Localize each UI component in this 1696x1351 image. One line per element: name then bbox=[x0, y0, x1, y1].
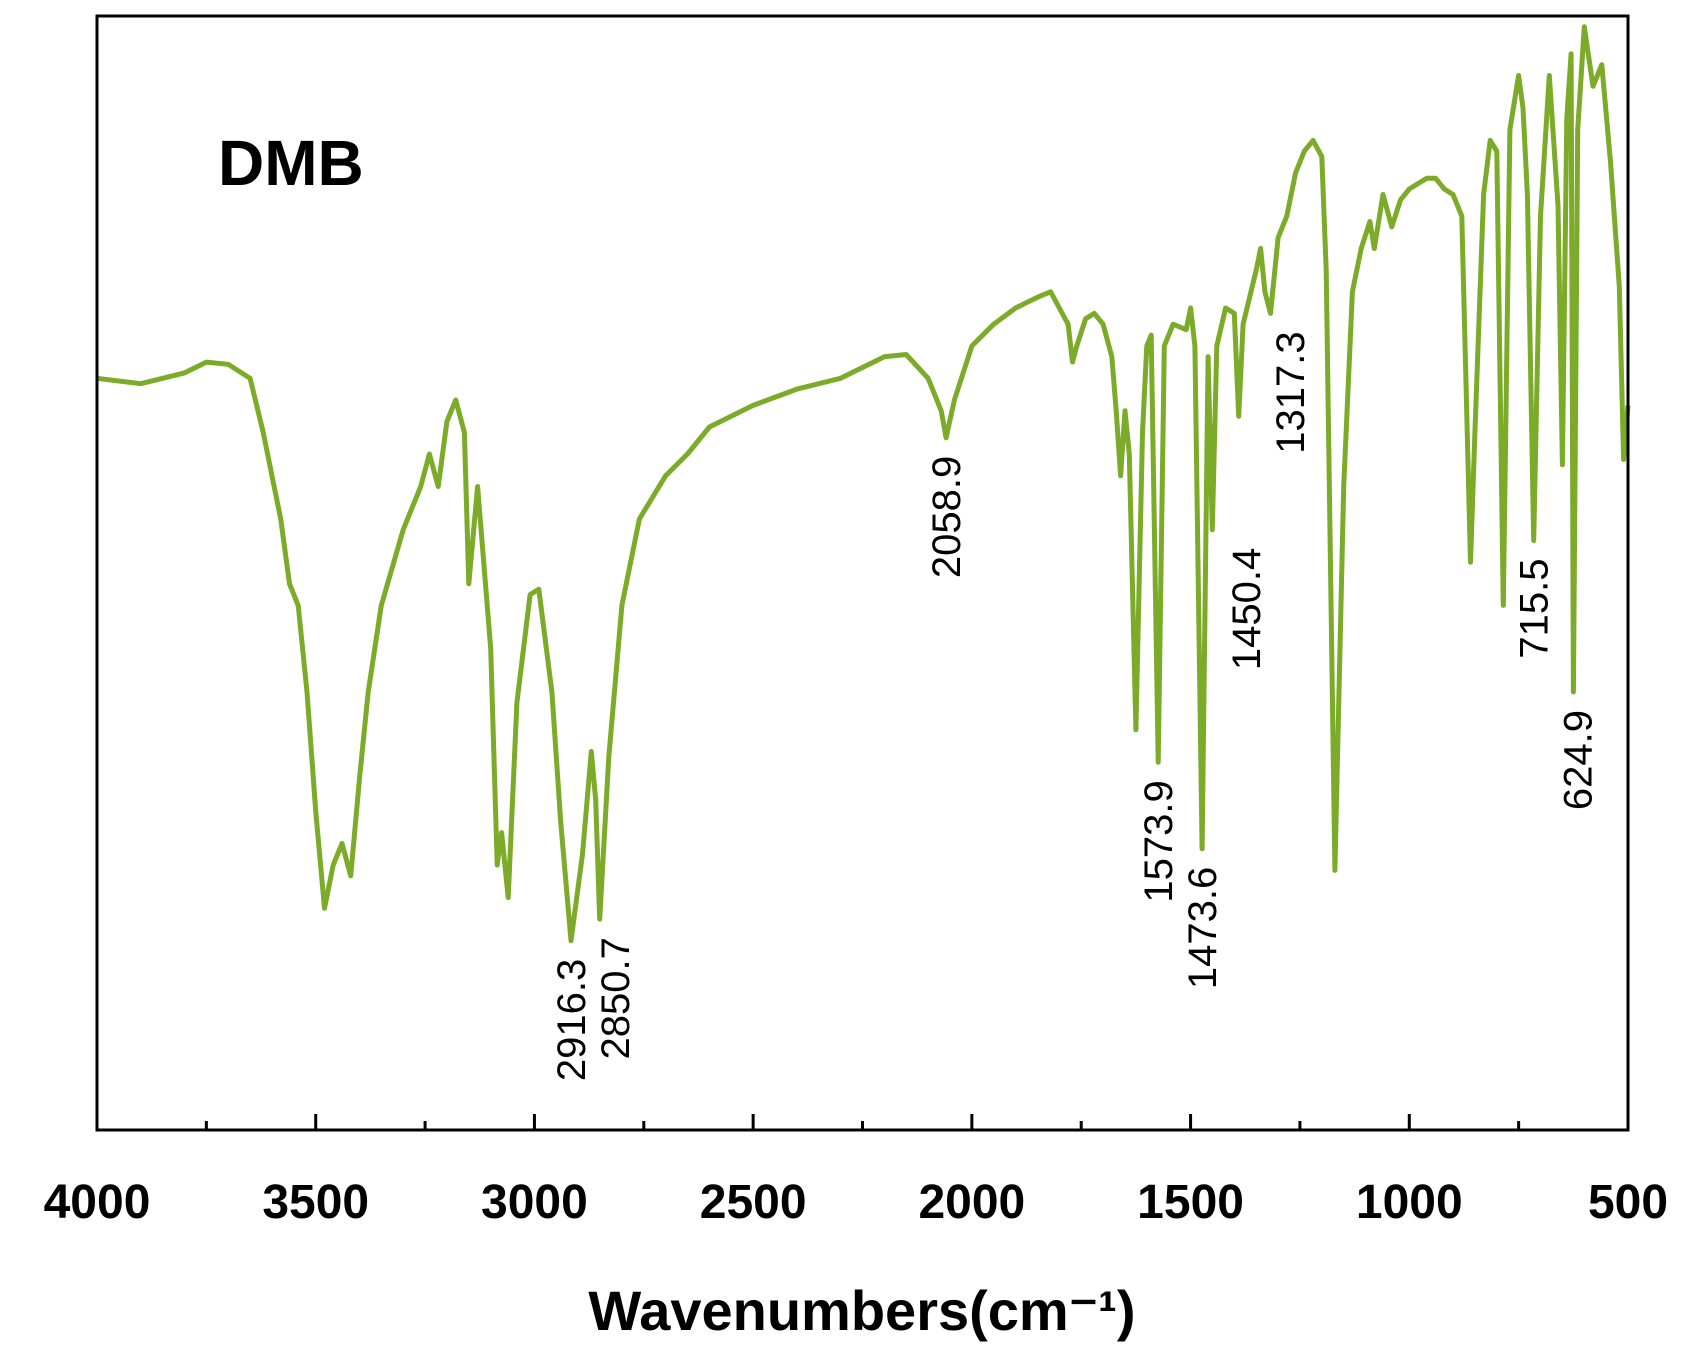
peak-label: 2916.3 bbox=[550, 959, 594, 1081]
peak-label: 624.9 bbox=[1557, 710, 1601, 810]
x-tick-label: 3000 bbox=[481, 1176, 588, 1229]
spectrum-line bbox=[96, 24, 1631, 944]
peak-label: 715.5 bbox=[1513, 559, 1557, 659]
peak-label: 2850.7 bbox=[594, 937, 638, 1059]
x-tick-label: 2500 bbox=[700, 1176, 807, 1229]
chart-title: DMB bbox=[218, 127, 364, 199]
peak-label: 2058.9 bbox=[925, 456, 969, 578]
peak-label: 1573.9 bbox=[1137, 780, 1181, 902]
x-tick-label: 1000 bbox=[1356, 1176, 1463, 1229]
x-tick-label: 500 bbox=[1588, 1176, 1668, 1229]
x-axis-title: Wavenumbers(cm⁻¹) bbox=[588, 1279, 1135, 1342]
x-tick-label: 4000 bbox=[44, 1176, 151, 1229]
x-tick-label: 3500 bbox=[262, 1176, 369, 1229]
peak-label: 1317.3 bbox=[1269, 331, 1313, 453]
x-tick-label: 1500 bbox=[1137, 1176, 1244, 1229]
plot-frame bbox=[95, 14, 1630, 1132]
x-tick-label: 2000 bbox=[918, 1176, 1025, 1229]
peak-label: 1450.4 bbox=[1225, 548, 1269, 670]
peak-label: 1473.6 bbox=[1181, 867, 1225, 989]
